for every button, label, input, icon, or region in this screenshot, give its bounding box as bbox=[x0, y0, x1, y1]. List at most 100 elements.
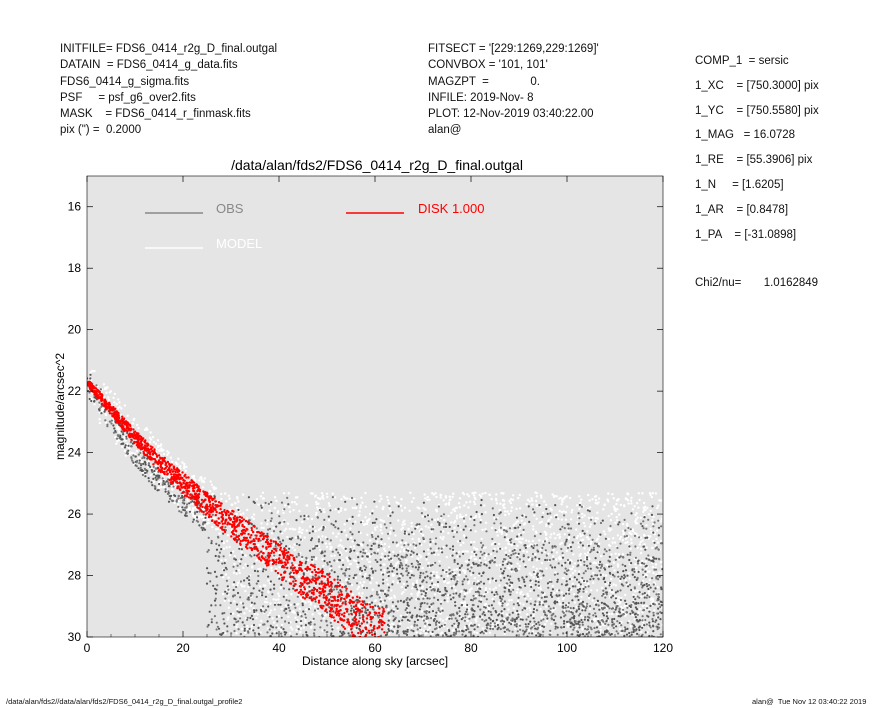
obs-point bbox=[222, 618, 225, 621]
obs-point bbox=[366, 631, 369, 634]
obs-point bbox=[375, 593, 378, 596]
obs-point bbox=[323, 550, 327, 553]
model-point bbox=[401, 523, 404, 526]
obs-point bbox=[302, 572, 305, 575]
obs-point bbox=[313, 628, 316, 631]
obs-point bbox=[246, 564, 249, 567]
model-point bbox=[289, 603, 293, 606]
model-point bbox=[584, 552, 587, 555]
obs-point bbox=[464, 525, 467, 528]
model-point bbox=[194, 507, 197, 510]
obs-point bbox=[542, 574, 545, 577]
model-point bbox=[558, 535, 562, 539]
model-point bbox=[527, 540, 531, 543]
model-point bbox=[349, 545, 352, 549]
model-point bbox=[612, 583, 615, 586]
model-point bbox=[587, 551, 590, 554]
model-point bbox=[474, 594, 478, 598]
model-point bbox=[210, 483, 214, 486]
model-point bbox=[154, 465, 158, 468]
model-point bbox=[647, 513, 651, 516]
model-point bbox=[473, 554, 476, 557]
obs-point bbox=[630, 512, 633, 515]
obs-point bbox=[500, 620, 503, 623]
obs-point bbox=[502, 570, 505, 573]
model-point bbox=[133, 452, 137, 455]
obs-point bbox=[471, 603, 474, 607]
model-point bbox=[534, 553, 537, 556]
obs-point bbox=[420, 530, 423, 533]
model-point bbox=[597, 617, 600, 621]
obs-point bbox=[432, 619, 436, 622]
obs-point bbox=[306, 634, 309, 637]
obs-point bbox=[172, 485, 175, 488]
model-point bbox=[484, 491, 487, 495]
model-point bbox=[592, 571, 595, 575]
obs-point bbox=[391, 511, 394, 514]
model-point bbox=[177, 500, 181, 503]
model-point bbox=[474, 618, 477, 621]
model-point bbox=[435, 509, 438, 512]
obs-point bbox=[582, 605, 585, 608]
model-point bbox=[311, 560, 314, 563]
model-point bbox=[362, 581, 366, 584]
obs-point bbox=[533, 589, 536, 592]
obs-point bbox=[636, 576, 639, 580]
obs-point bbox=[480, 513, 483, 516]
obs-point bbox=[416, 588, 419, 591]
model-point bbox=[223, 599, 226, 602]
model-point bbox=[225, 500, 228, 503]
obs-point bbox=[370, 544, 373, 547]
obs-point bbox=[459, 539, 462, 543]
obs-point bbox=[588, 510, 591, 513]
obs-point bbox=[287, 503, 290, 506]
model-point bbox=[366, 624, 369, 628]
obs-point bbox=[268, 615, 271, 618]
obs-point bbox=[152, 477, 155, 480]
model-point bbox=[442, 499, 445, 502]
obs-point bbox=[234, 558, 237, 561]
model-point bbox=[299, 530, 302, 534]
model-point bbox=[264, 600, 267, 604]
model-point bbox=[410, 625, 413, 628]
obs-point bbox=[563, 622, 566, 625]
model-point bbox=[339, 509, 342, 512]
obs-point bbox=[387, 554, 390, 558]
model-point bbox=[539, 625, 542, 628]
obs-point bbox=[406, 611, 409, 614]
model-point bbox=[161, 464, 165, 468]
obs-point bbox=[455, 552, 458, 555]
obs-point bbox=[287, 606, 290, 610]
model-point bbox=[376, 540, 379, 543]
obs-point bbox=[353, 549, 356, 552]
obs-point bbox=[516, 609, 519, 613]
obs-point bbox=[432, 528, 435, 531]
obs-point bbox=[556, 601, 559, 604]
obs-point bbox=[492, 600, 496, 603]
model-point bbox=[519, 626, 522, 629]
obs-point bbox=[330, 625, 333, 628]
model-point bbox=[651, 597, 655, 601]
model-point bbox=[473, 546, 476, 549]
obs-point bbox=[618, 521, 621, 524]
model-point bbox=[107, 398, 111, 402]
model-point bbox=[396, 581, 399, 584]
obs-point bbox=[249, 554, 252, 557]
model-point bbox=[405, 613, 408, 617]
obs-point bbox=[481, 546, 484, 549]
fit-param-line: 1_AR = [0.8478] bbox=[695, 203, 789, 216]
model-point bbox=[273, 506, 276, 510]
model-point bbox=[380, 525, 383, 529]
model-point bbox=[399, 575, 402, 578]
obs-point bbox=[546, 558, 549, 562]
obs-point bbox=[641, 525, 644, 528]
obs-point bbox=[587, 635, 590, 637]
model-point bbox=[442, 546, 445, 549]
header-left-line: FDS6_0414_g_sigma.fits bbox=[60, 75, 190, 88]
model-point bbox=[191, 475, 194, 478]
model-point bbox=[194, 479, 197, 482]
model-point bbox=[455, 514, 459, 517]
obs-point bbox=[425, 617, 428, 621]
obs-point bbox=[560, 547, 563, 551]
model-point bbox=[354, 576, 357, 580]
